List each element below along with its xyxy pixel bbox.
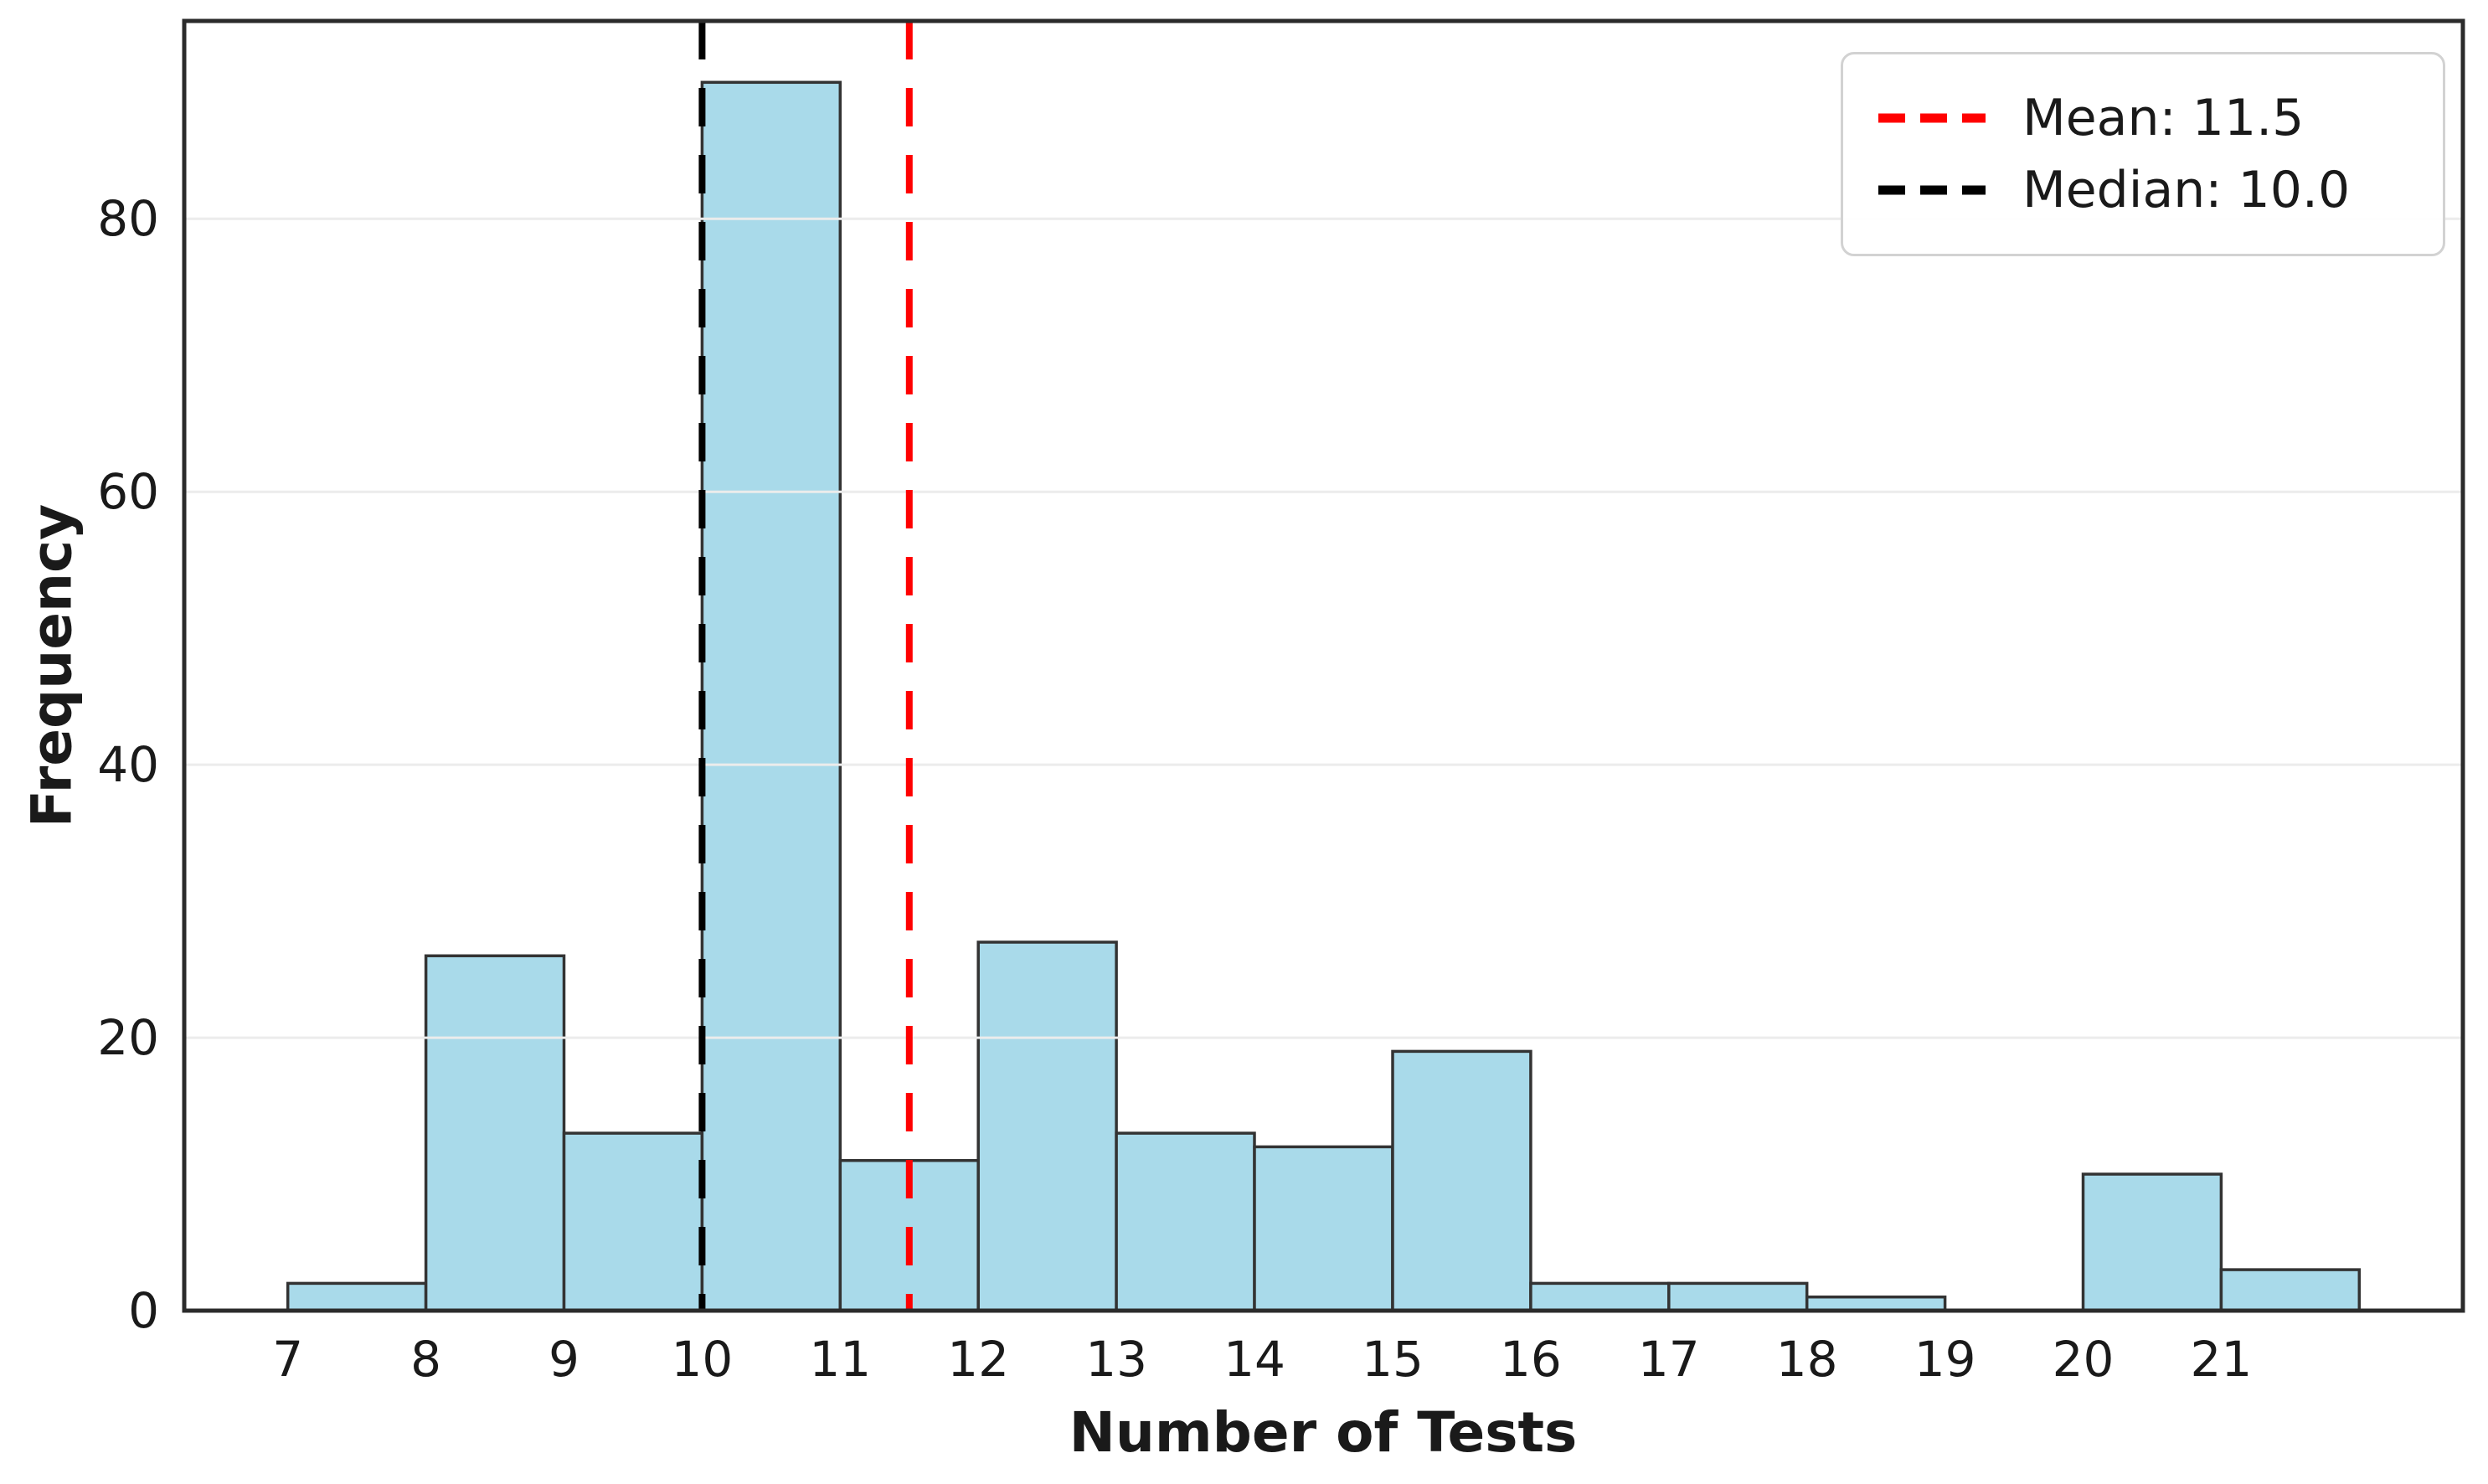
- x-tick-label: 15: [1362, 1331, 1424, 1388]
- x-tick-label: 19: [1914, 1331, 1976, 1388]
- plot-border: [182, 18, 2465, 1313]
- histogram-bar: [1529, 1281, 1671, 1312]
- y-tick-label: 80: [97, 190, 159, 248]
- x-tick-label: 20: [2052, 1331, 2115, 1388]
- histogram-bar: [2219, 1268, 2362, 1312]
- histogram-bar: [562, 1131, 704, 1312]
- y-tick-label: 60: [97, 463, 159, 521]
- histogram-bar: [2081, 1172, 2223, 1312]
- histogram-bar: [1115, 1131, 1256, 1312]
- x-tick-label: 9: [549, 1331, 580, 1388]
- histogram-bar: [424, 954, 566, 1312]
- mean-dashed-line-icon: [1878, 113, 1986, 123]
- x-tick-label: 12: [947, 1331, 1010, 1388]
- y-tick-label: 40: [97, 736, 159, 794]
- x-tick-label: 16: [1499, 1331, 1562, 1388]
- y-tick-label: 0: [128, 1282, 159, 1339]
- x-tick-label: 21: [2190, 1331, 2253, 1388]
- x-tick-label: 7: [272, 1331, 304, 1388]
- median-dashed-line-icon: [1878, 185, 1986, 195]
- histogram-bar: [1253, 1145, 1394, 1312]
- x-tick-label: 8: [410, 1331, 442, 1388]
- histogram-bar: [976, 940, 1118, 1312]
- histogram-bar: [1667, 1281, 1809, 1312]
- x-tick-label: 13: [1085, 1331, 1147, 1388]
- histogram-bar: [1391, 1049, 1532, 1312]
- y-tick-label: 20: [97, 1009, 159, 1067]
- legend-entry-mean: Mean: 11.5: [1878, 93, 2443, 143]
- x-tick-label: 18: [1775, 1331, 1838, 1388]
- legend-label-mean: Mean: 11.5: [2022, 89, 2305, 147]
- legend-box: Mean: 11.5 Median: 10.0: [1841, 52, 2445, 256]
- y-axis-title: Frequency: [19, 503, 85, 828]
- x-tick-label: 11: [809, 1331, 872, 1388]
- legend-entry-median: Median: 10.0: [1878, 165, 2443, 215]
- histogram-bar: [700, 80, 842, 1312]
- legend-label-median: Median: 10.0: [2022, 161, 2351, 219]
- x-tick-label: 17: [1637, 1331, 1700, 1388]
- x-tick-label: 10: [671, 1331, 734, 1388]
- x-axis-title: Number of Tests: [1069, 1400, 1578, 1465]
- histogram-bar: [286, 1281, 428, 1312]
- x-tick-label: 14: [1223, 1331, 1285, 1388]
